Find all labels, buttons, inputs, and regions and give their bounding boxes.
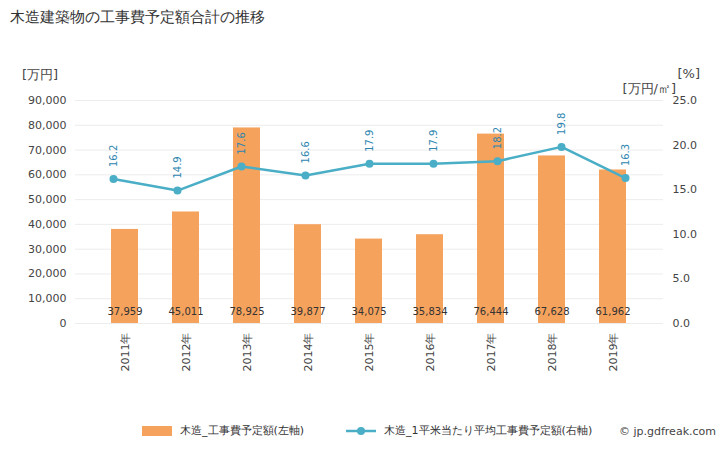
svg-text:0.0: 0.0 xyxy=(673,317,691,330)
svg-text:2012年: 2012年 xyxy=(180,333,193,372)
svg-text:20,000: 20,000 xyxy=(28,267,67,280)
svg-text:78,925: 78,925 xyxy=(230,306,265,317)
svg-text:60,000: 60,000 xyxy=(28,168,67,181)
svg-text:50,000: 50,000 xyxy=(28,193,67,206)
svg-text:17.9: 17.9 xyxy=(428,130,439,152)
html-text:木造建築物の工事費予定額合計の推移: 木造建築物の工事費予定額合計の推移 xyxy=(10,8,265,26)
svg-text:25.0: 25.0 xyxy=(673,94,698,107)
svg-text:2015年: 2015年 xyxy=(363,333,376,372)
svg-text:30,000: 30,000 xyxy=(28,243,67,256)
svg-text:70,000: 70,000 xyxy=(28,144,67,157)
html-text:[万円]: [万円] xyxy=(22,67,59,82)
svg-text:10.0: 10.0 xyxy=(673,228,698,241)
svg-text:16.3: 16.3 xyxy=(620,144,631,166)
svg-text:14.9: 14.9 xyxy=(172,156,183,178)
svg-text:2014年: 2014年 xyxy=(302,333,315,372)
svg-text:76,444: 76,444 xyxy=(474,306,509,317)
svg-text:67,628: 67,628 xyxy=(535,306,570,317)
svg-text:80,000: 80,000 xyxy=(28,119,67,132)
svg-text:18.2: 18.2 xyxy=(492,127,503,149)
svg-text:37,959: 37,959 xyxy=(108,306,143,317)
svg-text:90,000: 90,000 xyxy=(28,94,67,107)
svg-text:35,834: 35,834 xyxy=(413,306,448,317)
svg-text:10,000: 10,000 xyxy=(28,292,67,305)
svg-text:0: 0 xyxy=(60,317,67,330)
svg-text:5.0: 5.0 xyxy=(673,272,691,285)
svg-text:2019年: 2019年 xyxy=(607,333,620,372)
html-text:© jp.gdfreak.com: © jp.gdfreak.com xyxy=(619,425,716,438)
svg-text:16.2: 16.2 xyxy=(108,145,119,167)
svg-text:17.9: 17.9 xyxy=(364,130,375,152)
svg-text:2016年: 2016年 xyxy=(424,333,437,372)
svg-text:17.6: 17.6 xyxy=(236,132,247,154)
svg-text:15.0: 15.0 xyxy=(673,183,698,196)
svg-text:45,011: 45,011 xyxy=(169,306,204,317)
svg-text:61,962: 61,962 xyxy=(596,306,631,317)
svg-text:2011年: 2011年 xyxy=(119,333,132,372)
svg-text:16.6: 16.6 xyxy=(300,141,311,163)
svg-text:39,877: 39,877 xyxy=(291,306,326,317)
svg-text:2018年: 2018年 xyxy=(546,333,559,372)
html-text:木造_工事費予定額(左軸): 木造_工事費予定額(左軸) xyxy=(180,424,305,437)
svg-text:20.0: 20.0 xyxy=(673,139,698,152)
html-text:[万円/㎡]: [万円/㎡] xyxy=(622,81,676,96)
svg-text:2013年: 2013年 xyxy=(241,333,254,372)
svg-text:19.8: 19.8 xyxy=(556,113,567,135)
svg-text:34,075: 34,075 xyxy=(352,306,387,317)
svg-text:2017年: 2017年 xyxy=(485,333,498,372)
html-text:木造_1平米当たり平均工事費予定額(右軸): 木造_1平米当たり平均工事費予定額(右軸) xyxy=(384,424,593,437)
svg-text:40,000: 40,000 xyxy=(28,218,67,231)
